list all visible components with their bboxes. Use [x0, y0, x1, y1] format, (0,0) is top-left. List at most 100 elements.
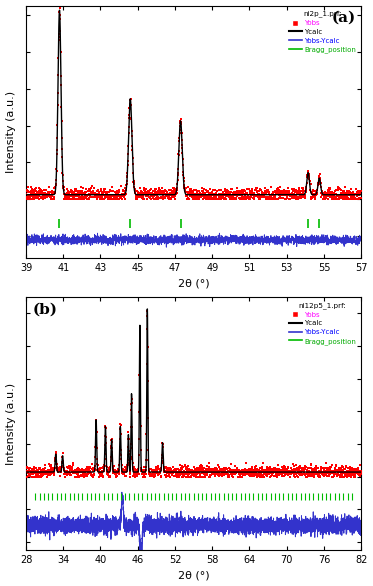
Point: [154, 468, 160, 477]
Point: [126, 110, 132, 120]
Point: [227, 190, 233, 200]
Point: [154, 468, 160, 478]
Point: [47, 193, 53, 202]
Point: [100, 195, 106, 204]
Point: [297, 464, 303, 473]
Point: [130, 465, 136, 474]
Point: [347, 469, 352, 479]
Point: [222, 465, 228, 475]
Point: [111, 192, 117, 202]
Point: [145, 413, 151, 423]
Point: [197, 188, 203, 197]
Point: [265, 194, 271, 203]
Point: [122, 195, 128, 204]
Point: [302, 464, 308, 473]
Point: [103, 439, 109, 448]
Point: [322, 187, 328, 196]
Point: [140, 472, 145, 481]
Point: [113, 189, 119, 198]
Point: [73, 472, 79, 481]
Point: [159, 193, 165, 203]
Point: [86, 185, 92, 194]
Point: [205, 466, 211, 476]
Point: [288, 466, 294, 476]
Point: [334, 466, 340, 475]
Point: [26, 191, 32, 200]
Point: [204, 191, 210, 200]
Point: [275, 195, 280, 204]
Point: [163, 462, 169, 472]
Point: [287, 190, 293, 199]
Point: [105, 192, 111, 201]
Point: [216, 471, 222, 480]
Point: [28, 469, 34, 479]
Point: [204, 465, 210, 475]
Point: [356, 471, 362, 480]
Point: [245, 192, 251, 202]
Point: [298, 469, 304, 478]
Point: [85, 465, 91, 475]
Point: [258, 191, 264, 200]
Point: [106, 190, 112, 200]
Point: [213, 193, 219, 202]
Point: [343, 471, 349, 480]
Point: [270, 464, 276, 473]
Point: [193, 191, 199, 200]
Point: [152, 466, 158, 476]
Point: [340, 472, 346, 481]
Point: [116, 470, 122, 479]
Point: [288, 190, 294, 200]
Point: [180, 471, 186, 481]
Point: [285, 467, 291, 476]
Point: [107, 186, 113, 196]
Point: [269, 195, 275, 204]
Point: [163, 186, 169, 196]
Point: [172, 467, 178, 476]
Point: [350, 464, 356, 473]
Point: [239, 187, 245, 196]
Point: [63, 192, 69, 201]
Point: [306, 173, 312, 182]
Point: [321, 468, 327, 478]
Point: [37, 189, 43, 198]
Point: [254, 188, 260, 197]
Point: [316, 173, 322, 182]
Point: [150, 193, 156, 202]
Point: [175, 464, 181, 473]
Point: [64, 189, 70, 198]
Point: [299, 184, 305, 193]
Point: [233, 466, 239, 475]
Point: [173, 184, 179, 193]
Point: [251, 195, 257, 204]
Point: [63, 468, 69, 478]
Point: [251, 472, 257, 481]
Point: [282, 195, 288, 204]
Point: [197, 466, 203, 475]
Point: [337, 190, 343, 200]
Point: [233, 466, 239, 476]
Point: [327, 469, 333, 479]
Point: [211, 467, 217, 476]
Point: [57, 10, 63, 19]
Point: [210, 195, 216, 204]
Point: [81, 195, 87, 204]
Point: [283, 192, 289, 201]
Point: [250, 189, 256, 199]
Point: [245, 467, 251, 476]
Point: [187, 466, 193, 475]
Point: [323, 188, 329, 197]
Point: [229, 465, 235, 474]
Point: [94, 190, 100, 199]
Point: [285, 462, 291, 471]
Point: [166, 469, 172, 478]
Point: [183, 463, 189, 472]
Point: [244, 189, 250, 199]
Point: [341, 467, 347, 476]
Point: [247, 467, 253, 476]
Point: [141, 195, 147, 204]
Point: [113, 193, 119, 203]
Point: [245, 468, 251, 477]
Point: [121, 466, 127, 476]
Point: [316, 466, 322, 476]
Point: [198, 472, 204, 481]
